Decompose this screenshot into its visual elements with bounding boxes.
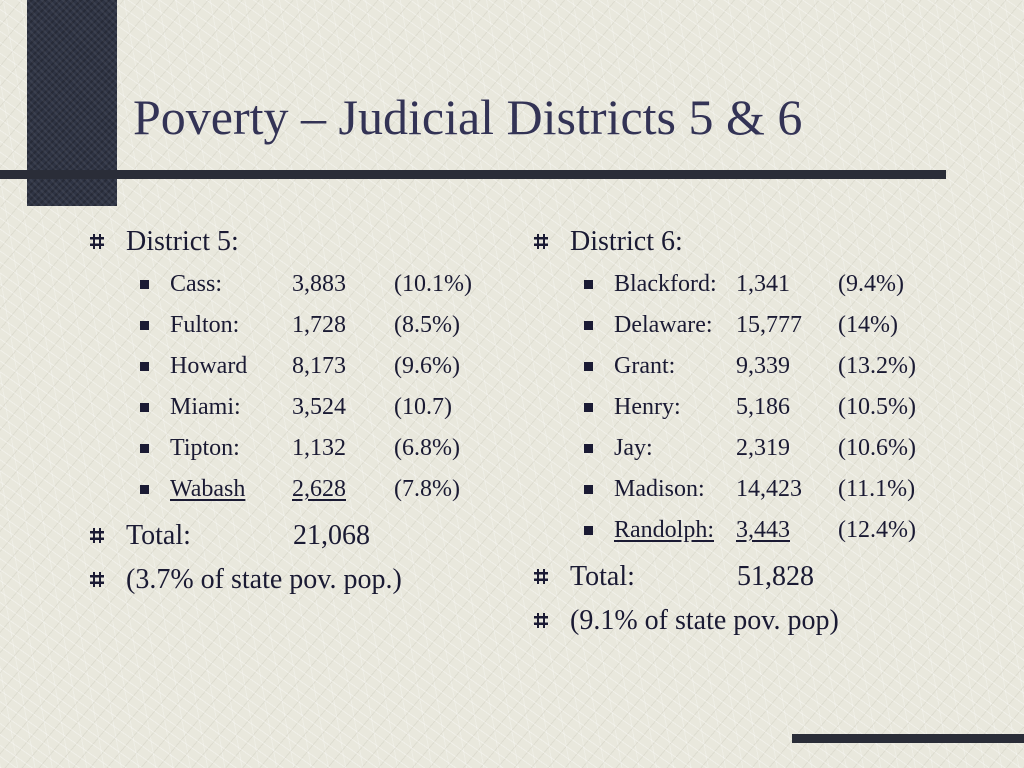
county-percent: (9.6%) (394, 353, 460, 379)
county-name: Blackford: (614, 271, 717, 297)
county-count: 2,319 (736, 435, 790, 461)
district-6-share-item: (9.1% of state pov. pop) (532, 599, 952, 643)
county-percent: (14%) (838, 312, 898, 338)
county-count: 1,341 (736, 271, 790, 297)
district-6-county-list: Blackford: 1,341 (9.4%) Delaware: 15,777… (532, 264, 952, 551)
county-name: Miami: (170, 394, 241, 420)
list-item: Madison: 14,423 (11.1%) (532, 469, 952, 510)
county-percent: (10.5%) (838, 394, 916, 420)
county-name: Madison: (614, 476, 705, 502)
county-count: 3,883 (292, 271, 346, 297)
county-count: 14,423 (736, 476, 802, 502)
county-name: Howard (170, 353, 248, 379)
square-bullet-icon (140, 280, 149, 289)
square-bullet-icon (140, 485, 149, 494)
hash-bullet-icon (90, 528, 104, 543)
square-bullet-icon (584, 362, 593, 371)
district-6-heading: District 6: (570, 226, 683, 257)
county-percent: (10.6%) (838, 435, 916, 461)
hash-bullet-icon (534, 234, 548, 249)
district-5-total-item: Total: 21,068 (88, 514, 508, 558)
county-count: 15,777 (736, 312, 802, 338)
district-6-total-item: Total: 51,828 (532, 555, 952, 599)
county-percent: (6.8%) (394, 435, 460, 461)
list-item: Blackford: 1,341 (9.4%) (532, 264, 952, 305)
county-name: Henry: (614, 394, 681, 420)
county-percent: (10.1%) (394, 271, 472, 297)
county-percent: (7.8%) (394, 476, 460, 502)
total-label: Total: (570, 561, 635, 592)
district-5-heading-item: District 5: (88, 220, 508, 264)
county-count: 9,339 (736, 353, 790, 379)
total-value: 21,068 (293, 520, 370, 551)
list-item: Fulton: 1,728 (8.5%) (88, 305, 508, 346)
list-item: Wabash 2,628 (7.8%) (88, 469, 508, 510)
county-name-link[interactable]: Randolph: (614, 517, 714, 543)
square-bullet-icon (584, 280, 593, 289)
square-bullet-icon (584, 444, 593, 453)
county-percent: (11.1%) (838, 476, 916, 502)
list-item: Delaware: 15,777 (14%) (532, 305, 952, 346)
county-name-link[interactable]: Wabash (170, 476, 246, 502)
hash-bullet-icon (90, 572, 104, 587)
county-count: 8,173 (292, 353, 346, 379)
footer-divider-rule (792, 734, 1024, 743)
square-bullet-icon (584, 485, 593, 494)
list-item: Randolph: 3,443 (12.4%) (532, 510, 952, 551)
list-item: Miami: 3,524 (10.7) (88, 387, 508, 428)
county-percent: (12.4%) (838, 517, 916, 543)
square-bullet-icon (584, 526, 593, 535)
list-item: Jay: 2,319 (10.6%) (532, 428, 952, 469)
county-count: 1,728 (292, 312, 346, 338)
county-count: 1,132 (292, 435, 346, 461)
square-bullet-icon (140, 403, 149, 412)
total-value: 51,828 (737, 561, 814, 592)
district-6-heading-item: District 6: (532, 220, 952, 264)
county-name: Cass: (170, 271, 223, 297)
county-percent: (13.2%) (838, 353, 916, 379)
district-5-heading: District 5: (126, 226, 239, 257)
county-name: Tipton: (170, 435, 240, 461)
square-bullet-icon (140, 321, 149, 330)
square-bullet-icon (584, 321, 593, 330)
square-bullet-icon (140, 362, 149, 371)
total-label: Total: (126, 520, 191, 551)
county-count: 5,186 (736, 394, 790, 420)
county-name: Grant: (614, 353, 676, 379)
list-item: Cass: 3,883 (10.1%) (88, 264, 508, 305)
county-count-link[interactable]: 2,628 (292, 476, 346, 502)
county-name: Delaware: (614, 312, 713, 338)
hash-bullet-icon (534, 613, 548, 628)
district-5-county-list: Cass: 3,883 (10.1%) Fulton: 1,728 (8.5%)… (88, 264, 508, 510)
county-name: Fulton: (170, 312, 240, 338)
hash-bullet-icon (90, 234, 104, 249)
county-count-link[interactable]: 3,443 (736, 517, 790, 543)
county-percent: (8.5%) (394, 312, 460, 338)
list-item: Tipton: 1,132 (6.8%) (88, 428, 508, 469)
hash-bullet-icon (534, 569, 548, 584)
state-share-text: (3.7% of state pov. pop.) (126, 564, 402, 595)
district-5-column: District 5: Cass: 3,883 (10.1%) Fulton: … (88, 220, 508, 602)
county-count: 3,524 (292, 394, 346, 420)
district-5-share-item: (3.7% of state pov. pop.) (88, 558, 508, 602)
state-share-text: (9.1% of state pov. pop) (570, 605, 839, 636)
county-name: Jay: (614, 435, 653, 461)
list-item: Henry: 5,186 (10.5%) (532, 387, 952, 428)
district-6-column: District 6: Blackford: 1,341 (9.4%) Dela… (532, 220, 952, 643)
list-item: Grant: 9,339 (13.2%) (532, 346, 952, 387)
title-divider-rule (0, 170, 946, 179)
list-item: Howard 8,173 (9.6%) (88, 346, 508, 387)
county-percent: (9.4%) (838, 271, 904, 297)
square-bullet-icon (584, 403, 593, 412)
slide-title: Poverty – Judicial Districts 5 & 6 (133, 89, 803, 145)
county-percent: (10.7) (394, 394, 452, 420)
square-bullet-icon (140, 444, 149, 453)
